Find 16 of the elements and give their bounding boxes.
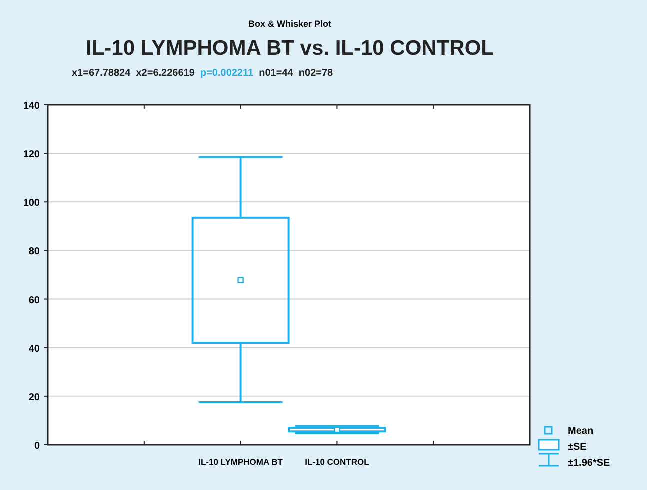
chart-subtitle: x1=67.78824 x2=6.226619 p=0.002211 n01=44 n02=78 bbox=[72, 68, 334, 79]
chart-title: IL-10 LYMPHOMA BT vs. IL-10 CONTROL bbox=[86, 37, 494, 60]
y-tick-label: 100 bbox=[23, 198, 40, 210]
y-tick-label: 40 bbox=[28, 344, 40, 355]
text: Mean bbox=[568, 426, 594, 437]
x-tick-label: IL-10 LYMPHOMA BT bbox=[198, 457, 284, 467]
y-tick-label: 0 bbox=[34, 441, 40, 452]
text: ±SE bbox=[568, 442, 588, 453]
y-tick-label: 80 bbox=[28, 246, 40, 258]
y-tick-label: 20 bbox=[28, 392, 40, 404]
x-tick-label: IL-10 CONTROL bbox=[305, 457, 370, 467]
y-tick-label: 60 bbox=[28, 295, 40, 306]
y-tick-label: 140 bbox=[23, 101, 40, 112]
text: ±1.96*SE bbox=[568, 458, 611, 469]
text: Box & Whisker Plot bbox=[248, 19, 332, 29]
y-tick-label: 120 bbox=[23, 150, 40, 161]
